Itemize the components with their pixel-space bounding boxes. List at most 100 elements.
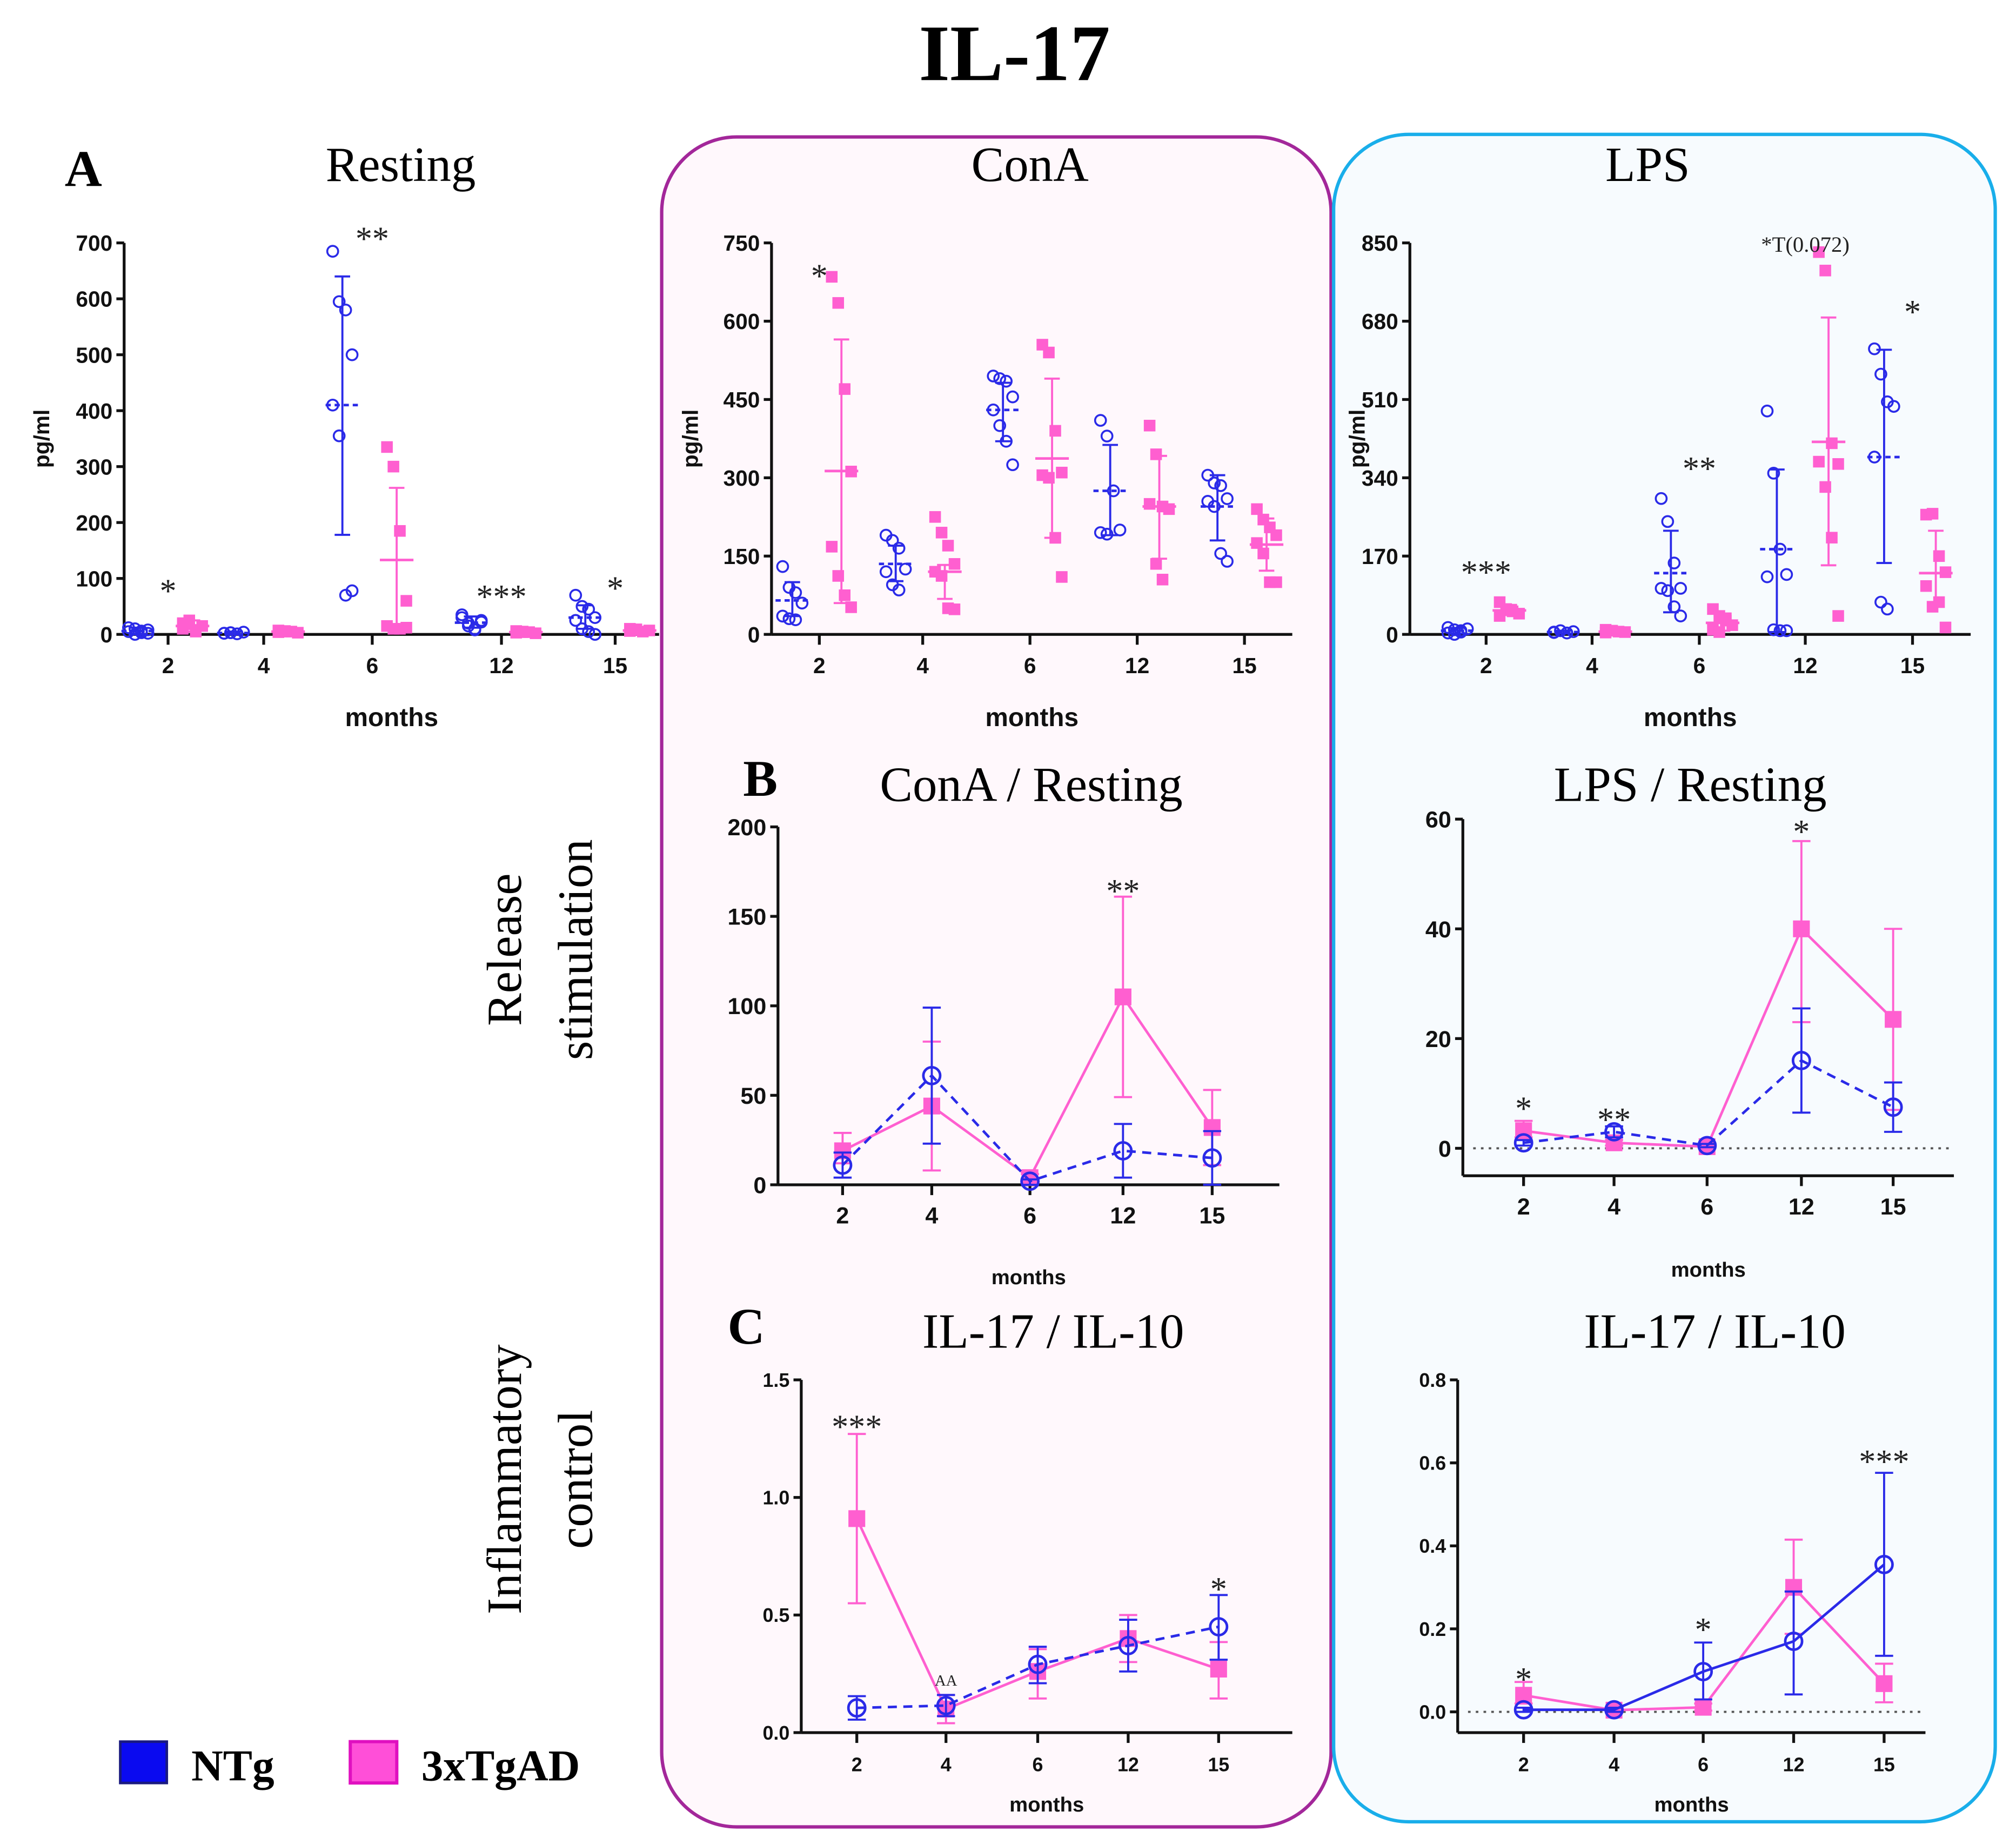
data-point — [339, 303, 352, 317]
significance-annotation: *** — [476, 579, 526, 615]
y-tick-label: 500 — [76, 343, 112, 367]
data-point — [1143, 498, 1156, 510]
data-point — [782, 612, 796, 626]
x-tick-label: 6 — [1023, 1203, 1036, 1229]
series-3xtgad — [825, 271, 1284, 615]
data-point — [1566, 625, 1580, 638]
data-point — [1461, 622, 1474, 635]
y-tick-label: 300 — [76, 454, 112, 479]
series-ntg — [833, 1007, 1222, 1191]
chart-title: IL-17 / IL-10 — [1584, 1304, 1845, 1358]
data-point — [575, 622, 589, 635]
y-tick-label: 300 — [724, 466, 760, 491]
data-point — [1214, 479, 1227, 492]
figure-title: IL-17 — [919, 9, 1110, 98]
data-point — [1819, 264, 1831, 277]
data-point — [1548, 626, 1560, 639]
y-tick-label: 1.0 — [762, 1487, 789, 1509]
data-point — [845, 601, 857, 613]
y-tick-label: 0 — [748, 622, 760, 647]
significance-annotation: * — [1210, 1571, 1227, 1608]
y-tick-label: 0.4 — [1419, 1535, 1446, 1557]
x-tick-label: 12 — [1789, 1194, 1814, 1220]
data-point — [1720, 612, 1732, 625]
data-point — [1920, 580, 1932, 592]
row-label-release-line1: Release — [477, 873, 532, 1026]
x-tick-label: 6 — [1033, 1754, 1043, 1776]
data-point — [1694, 1699, 1712, 1716]
data-point — [643, 625, 655, 636]
data-point — [1028, 1654, 1048, 1674]
data-point — [1885, 1011, 1902, 1028]
data-point — [1760, 570, 1774, 583]
data-point — [1100, 527, 1114, 541]
x-axis-label: months — [985, 703, 1079, 732]
data-point — [292, 627, 304, 639]
y-tick-label: 40 — [1425, 917, 1451, 943]
significance-annotation: * — [811, 258, 828, 294]
significance-annotation: * — [1793, 814, 1810, 850]
data-point — [1874, 595, 1887, 609]
data-point — [832, 570, 845, 582]
data-point — [1150, 558, 1162, 570]
x-tick-label: 12 — [489, 653, 513, 678]
data-point — [279, 626, 291, 638]
data-point — [847, 1698, 867, 1718]
data-point — [1251, 503, 1263, 515]
x-axis-label: months — [1671, 1258, 1746, 1282]
data-point — [468, 623, 481, 636]
data-point — [1257, 547, 1269, 560]
data-point — [1210, 1660, 1227, 1678]
data-point — [1043, 472, 1055, 484]
data-point — [1202, 1148, 1222, 1168]
y-tick-label: 0.5 — [762, 1605, 789, 1626]
x-tick-label: 12 — [1783, 1754, 1805, 1776]
data-point — [1056, 466, 1068, 479]
data-point — [987, 403, 1000, 417]
data-point — [1221, 555, 1234, 568]
series-ntg — [1441, 342, 1901, 641]
x-tick-label: 4 — [1609, 1754, 1619, 1776]
y-tick-label: 0 — [1438, 1136, 1451, 1162]
data-point — [400, 595, 412, 607]
data-point — [1020, 1171, 1040, 1191]
x-tick-label: 2 — [836, 1203, 849, 1229]
x-tick-label: 15 — [1233, 653, 1257, 678]
significance-annotation: *** — [832, 1409, 882, 1446]
y-axis-label: pg/ml — [1345, 410, 1370, 468]
data-point — [128, 622, 142, 635]
x-tick-label: 4 — [941, 1754, 952, 1776]
row-label-release: Release stimulation — [477, 839, 603, 1060]
data-point — [1163, 503, 1175, 515]
data-point — [948, 558, 961, 570]
data-point — [582, 625, 595, 638]
x-tick-label: 15 — [1208, 1754, 1229, 1776]
data-point — [826, 271, 838, 283]
y-tick-label: 750 — [724, 231, 760, 256]
legend-label-3xtgad: 3xTgAD — [421, 1741, 580, 1790]
data-point — [1784, 1632, 1804, 1651]
data-point — [845, 466, 857, 478]
data-point — [1693, 1662, 1713, 1681]
data-point — [345, 348, 359, 361]
data-point — [1114, 988, 1131, 1005]
chart-cona: ConA 0 150 300 450 600 750 2 4 6 12 15 months pg/ml * — [678, 137, 1292, 732]
data-point — [935, 527, 948, 539]
x-tick-label: 15 — [1880, 1194, 1906, 1220]
data-point — [1604, 1700, 1624, 1720]
y-tick-label: 200 — [728, 815, 767, 841]
series-ntg — [775, 370, 1235, 626]
y-tick-label: 0 — [101, 622, 113, 647]
data-point — [1780, 568, 1793, 581]
data-point — [575, 600, 589, 613]
y-tick-label: 400 — [76, 399, 112, 424]
x-tick-label: 2 — [1480, 653, 1492, 678]
data-point — [1767, 466, 1780, 480]
y-tick-label: 850 — [1362, 231, 1398, 256]
chart-title: Resting — [326, 137, 476, 192]
significance-annotation: * — [607, 570, 624, 607]
data-point — [1674, 582, 1687, 595]
data-point — [1655, 492, 1668, 505]
data-point — [1868, 451, 1881, 464]
data-point — [1813, 455, 1825, 468]
